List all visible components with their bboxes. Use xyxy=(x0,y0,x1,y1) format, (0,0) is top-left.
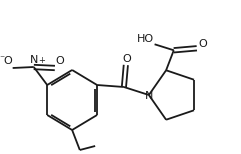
Text: ⁻: ⁻ xyxy=(0,54,4,64)
Text: O: O xyxy=(122,54,131,64)
Text: O: O xyxy=(199,39,208,49)
Text: N: N xyxy=(30,55,38,65)
Text: O: O xyxy=(56,56,65,66)
Text: +: + xyxy=(39,56,46,65)
Text: O: O xyxy=(3,56,12,66)
Text: N: N xyxy=(145,91,153,101)
Text: HO: HO xyxy=(136,34,154,44)
